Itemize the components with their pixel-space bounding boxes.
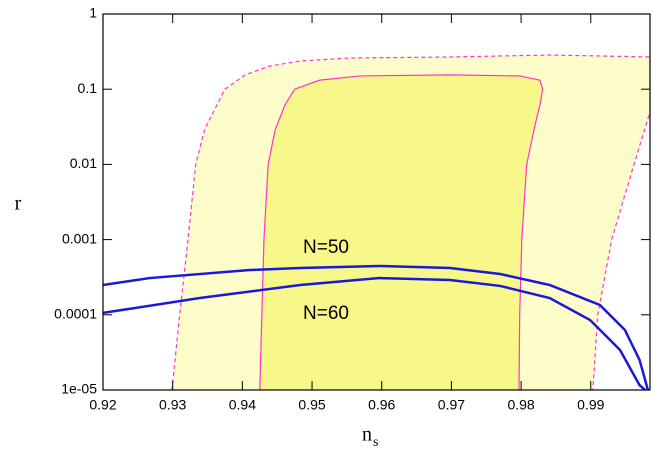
confidence-region <box>259 74 543 390</box>
plot-frame <box>102 13 651 391</box>
y-tick-label: 1e-05 <box>61 381 97 397</box>
y-tick-label: 1 <box>89 5 97 21</box>
x-tick-label: 0.96 <box>368 397 395 413</box>
x-tick-label: 0.99 <box>577 397 604 413</box>
y-tick-label: 0.0001 <box>54 306 97 322</box>
x-tick-label: 0.92 <box>89 397 116 413</box>
curves <box>103 264 650 390</box>
annotation: N=50 <box>303 237 349 258</box>
model-curve <box>103 264 650 390</box>
regions <box>171 54 650 390</box>
x-tick-label: 0.97 <box>438 397 465 413</box>
contour-line <box>259 74 544 390</box>
y-tick-label: 0.001 <box>62 230 97 246</box>
model-curve <box>103 276 646 390</box>
y-tick-label: 0.01 <box>70 155 97 171</box>
contour-line <box>171 54 650 390</box>
x-tick-label: 0.98 <box>507 397 534 413</box>
annotation: N=60 <box>303 303 349 324</box>
x-tick-label: 0.93 <box>159 397 186 413</box>
y-axis-label: r <box>15 193 22 215</box>
x-axis-label: n <box>362 424 372 446</box>
x-tick-label: 0.95 <box>298 397 325 413</box>
x-axis-label-subscript: s <box>373 435 378 450</box>
y-tick-label: 0.1 <box>78 80 98 96</box>
x-tick-label: 0.94 <box>229 397 256 413</box>
